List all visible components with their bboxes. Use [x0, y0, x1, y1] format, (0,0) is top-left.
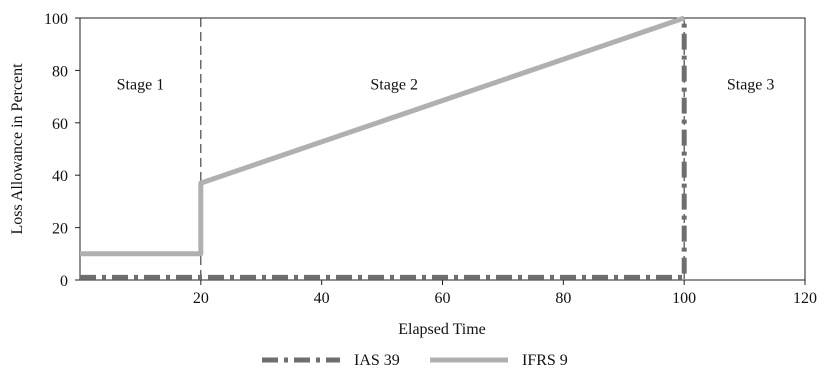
legend-label-ias-39: IAS 39 [354, 352, 400, 369]
x-tick-label: 80 [555, 290, 571, 307]
y-tick-label: 20 [52, 221, 68, 238]
y-axis-title: Loss Allowance in Percent [9, 63, 26, 235]
plot-frame [79, 17, 806, 281]
x-tick-label: 60 [435, 290, 451, 307]
y-tick-label: 40 [52, 168, 68, 185]
x-tick-label: 20 [193, 290, 209, 307]
y-tick-label: 80 [52, 63, 68, 80]
x-tick-label: 40 [314, 290, 330, 307]
stage-label: Stage 2 [370, 77, 418, 94]
series-line-ias-39 [80, 18, 687, 280]
y-tick-label: 100 [44, 11, 68, 28]
legend-label-ifrs-9: IFRS 9 [522, 352, 568, 369]
x-axis-title: Elapsed Time [398, 321, 486, 338]
y-tick-label: 0 [60, 273, 68, 290]
x-tick-label: 120 [793, 290, 817, 307]
y-tick-label: 60 [52, 116, 68, 133]
legend: IAS 39 IFRS 9 [262, 352, 568, 369]
stage-label: Stage 1 [117, 77, 165, 94]
x-tick-label: 100 [672, 290, 696, 307]
series-line-ifrs-9 [80, 15, 686, 257]
stage-label: Stage 3 [727, 77, 775, 94]
